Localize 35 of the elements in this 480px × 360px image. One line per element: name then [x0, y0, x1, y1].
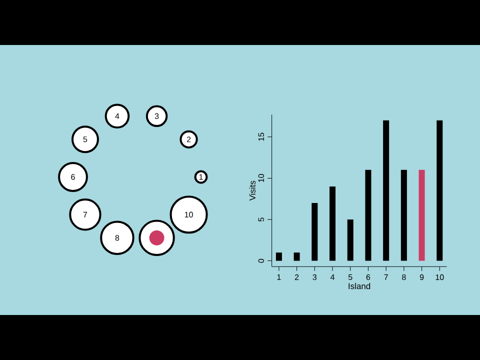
x-tick-label: 6 [366, 274, 370, 280]
bar [330, 186, 336, 261]
category-label: 7 [83, 212, 88, 218]
x-axis-title: Island [348, 282, 370, 290]
bar [294, 252, 300, 261]
x-tick-label: 10 [436, 274, 444, 280]
x-tick-label: 5 [348, 274, 352, 280]
bar [312, 202, 318, 261]
x-tick-label: 8 [402, 274, 406, 280]
bar [436, 120, 443, 261]
x-tick-label: 4 [330, 274, 335, 280]
bar [383, 120, 390, 261]
y-axis-title: Visits [249, 180, 256, 201]
x-tick-label: 9 [420, 274, 424, 280]
y-tick-label: 10 [258, 174, 264, 182]
bar [276, 252, 282, 261]
category-label: 4 [115, 113, 120, 119]
y-tick-label: 0 [258, 258, 264, 263]
bar [365, 170, 372, 261]
bar [347, 219, 354, 261]
category-label: 10 [184, 212, 193, 218]
x-tick-label: 2 [294, 274, 299, 280]
x-tick-label: 7 [384, 274, 388, 280]
y-tick-label: 5 [258, 218, 264, 222]
category-label: 6 [71, 174, 75, 180]
x-tick-label: 1 [277, 274, 281, 280]
x-tick-label: 3 [312, 274, 317, 280]
bar [400, 170, 407, 261]
category-label: 5 [83, 136, 88, 142]
y-tick-label: 15 [258, 132, 264, 141]
bar [418, 170, 425, 261]
category-label: 3 [154, 113, 159, 119]
category-label: 1 [199, 174, 203, 180]
category-label: 2 [186, 136, 191, 142]
category-label: 8 [115, 235, 120, 241]
